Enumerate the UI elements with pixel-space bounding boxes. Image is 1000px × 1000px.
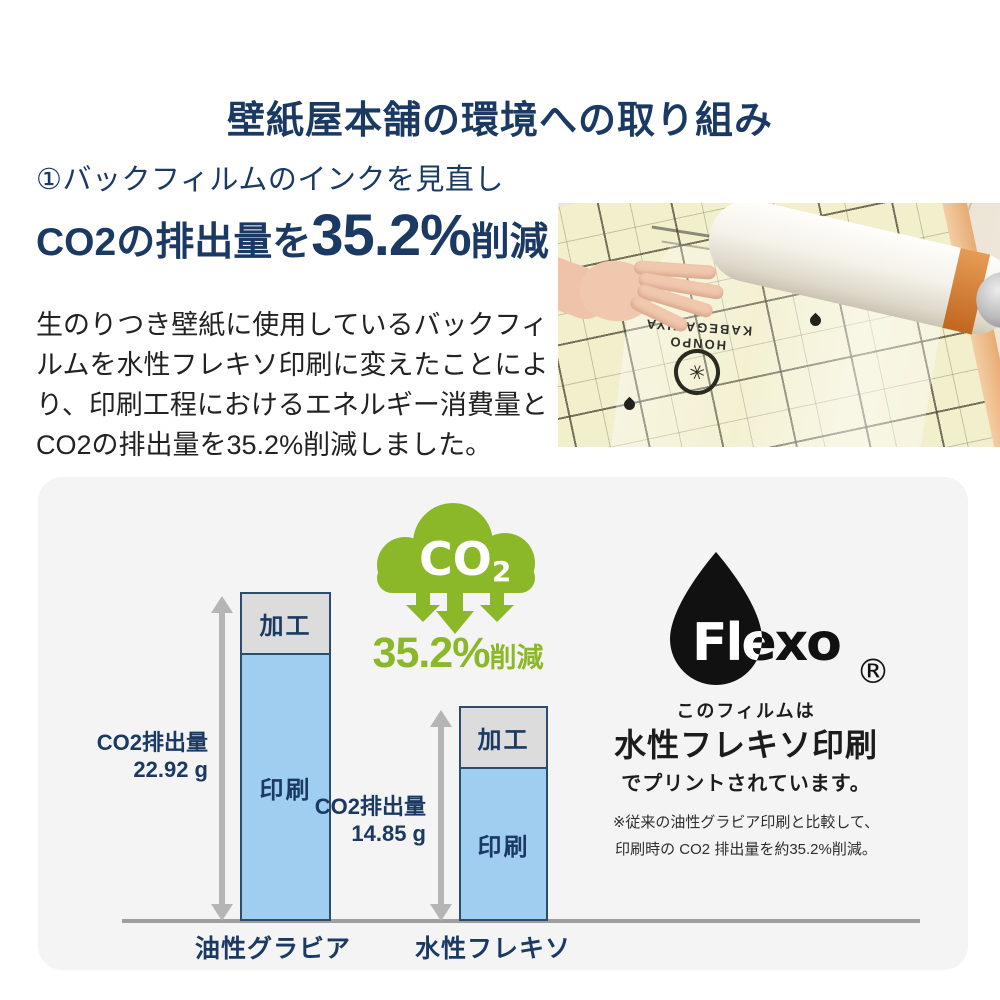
page-title: 壁紙屋本舗の環境への取り組み	[226, 100, 773, 143]
flexo-caption-2: 水性フレキソ印刷	[613, 727, 878, 763]
segment-label: 印刷	[259, 776, 312, 804]
flexo-caption-3: でプリントされています。	[621, 773, 871, 795]
bar-water-flexo: 加工 印刷	[459, 706, 548, 921]
segment-label: 加工	[259, 613, 312, 640]
total-value: 22.92 g	[133, 757, 208, 782]
reduction-label: 削減	[489, 643, 544, 673]
bar-segment-printing: 印刷	[242, 655, 329, 919]
flexo-logo: Flexo Flexo ®	[670, 552, 890, 691]
category-label-oil-gravure: 油性グラビア	[194, 935, 352, 963]
co2-statement-suffix: 削減	[470, 221, 549, 264]
reduction-percent: 35.2%	[372, 629, 491, 677]
bar-segment-processing: 加工	[461, 708, 546, 769]
arrow-shaft	[438, 723, 444, 908]
co2-cloud-icon: CO2	[377, 503, 535, 634]
cloud-co2-text: CO2	[419, 532, 511, 588]
left-total-arrow	[211, 596, 233, 921]
category-label-water-flexo: 水性フレキソ	[414, 935, 572, 963]
co2-statement-prefix: CO2の排出量を	[36, 221, 312, 264]
section-heading: ①バックフィルムのインクを見直し	[36, 164, 504, 196]
total-value: 14.85 g	[351, 821, 426, 846]
product-photo: ✳ HONPO KABEGAMIYA	[558, 203, 1000, 447]
flexo-footnote-2: 印刷時の CO2 排出量を約35.2%削減。	[615, 841, 877, 858]
flexo-caption-1: このフィルムは	[676, 701, 816, 721]
bar-oil-gravure: 加工 印刷	[240, 592, 331, 921]
arrow-shaft	[219, 609, 225, 908]
hand	[558, 227, 752, 347]
comparison-panel: 加工 印刷 CO2排出量 22.92 g 加工 印刷 CO2排出量 14.85 …	[38, 477, 968, 970]
down-arrow-icon	[480, 593, 514, 622]
reduction-percent-text: 35.2% 削減	[373, 629, 544, 678]
flexo-wordmark: Flexo	[692, 613, 840, 673]
chart-baseline-axis	[122, 919, 920, 923]
flexo-footnote-1: ※従来の油性グラビア印刷と比較して、	[612, 814, 880, 831]
droplet-icon	[670, 552, 762, 685]
down-arrow-icon	[406, 593, 440, 622]
co2-statement-percent: 35.2%	[311, 203, 471, 268]
total-caption: CO2排出量	[314, 794, 426, 819]
segment-label: 加工	[477, 727, 530, 754]
segment-label: 印刷	[477, 833, 530, 861]
bar-segment-printing: 印刷	[461, 769, 546, 919]
right-total-arrow	[430, 710, 452, 921]
total-caption: CO2排出量	[96, 730, 208, 755]
right-total-label: CO2排出量 14.85 g	[266, 793, 426, 847]
left-total-label: CO2排出量 22.92 g	[46, 729, 208, 783]
flexo-wordmark-inside-drop: Flexo	[692, 613, 840, 673]
bar-segment-processing: 加工	[242, 594, 329, 655]
down-arrow-icon	[436, 593, 474, 634]
co2-reduction-statement: CO2の排出量を 35.2% 削減	[36, 202, 549, 269]
registered-mark: ®	[856, 652, 890, 691]
intro-body-text: 生のりつき壁紙に使用しているバックフィルムを水性フレキソ印刷に変えたことにより、…	[36, 310, 549, 460]
